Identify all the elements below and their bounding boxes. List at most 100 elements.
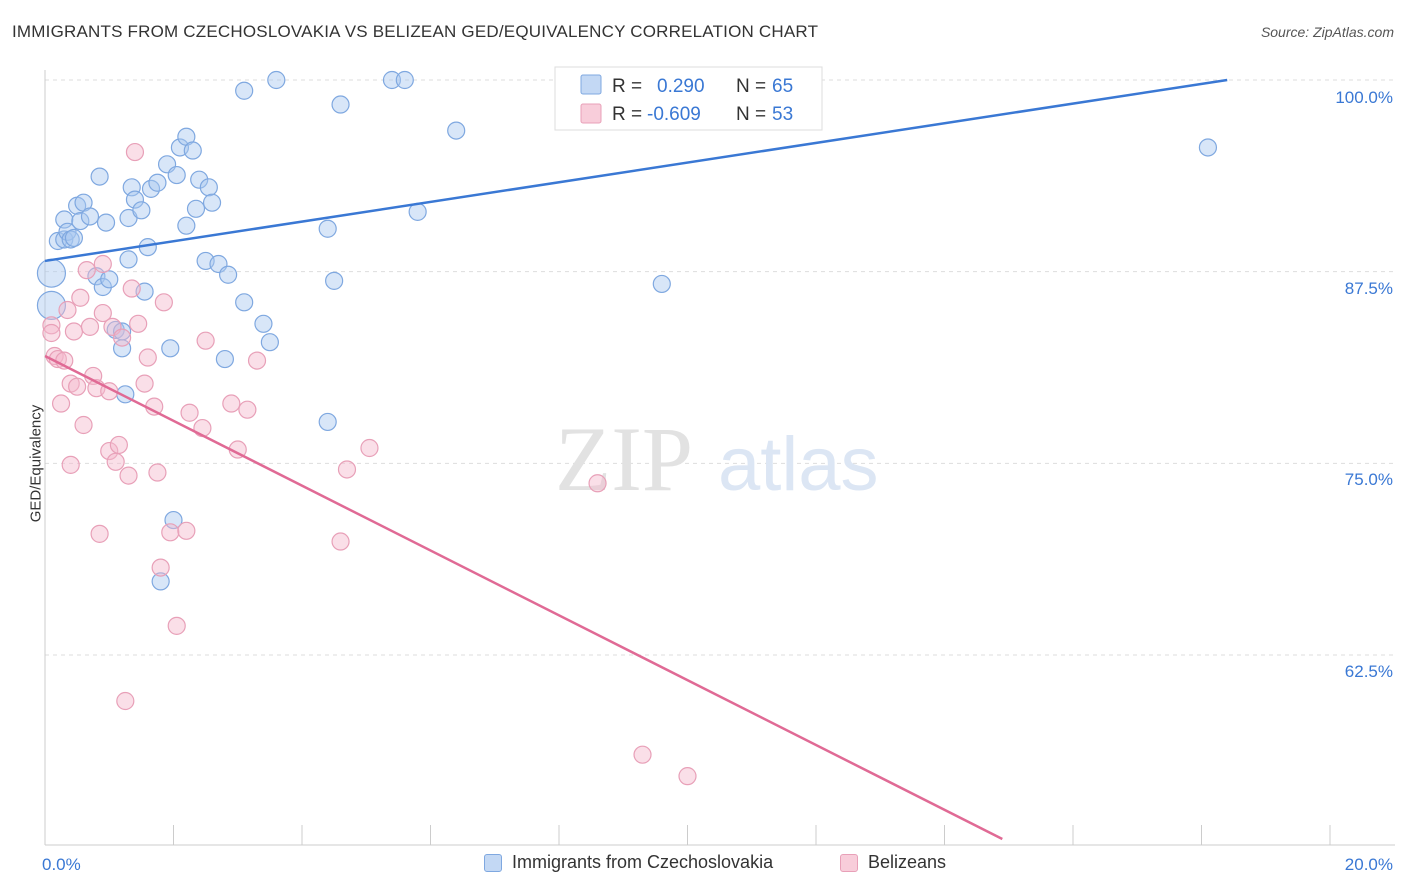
data-point-czechoslovakia bbox=[71, 211, 90, 231]
data-point-belizeans bbox=[154, 293, 173, 312]
data-point-belizeans bbox=[106, 452, 125, 471]
series-belizeans-points bbox=[42, 142, 697, 786]
data-point-belizeans bbox=[61, 455, 80, 474]
data-point-belizeans bbox=[93, 254, 112, 274]
watermark-zip: ZIP bbox=[555, 408, 693, 510]
data-point-belizeans bbox=[193, 418, 212, 438]
trend-line-czechoslovakia bbox=[44, 78, 1228, 263]
data-point-belizeans bbox=[125, 142, 145, 162]
data-point-czechoslovakia bbox=[199, 178, 218, 197]
data-point-belizeans bbox=[145, 397, 164, 416]
data-point-belizeans bbox=[151, 558, 170, 577]
data-point-belizeans bbox=[177, 521, 196, 540]
data-point-belizeans bbox=[222, 394, 241, 413]
data-point-czechoslovakia bbox=[90, 167, 109, 186]
data-point-belizeans bbox=[180, 403, 199, 422]
data-point-belizeans bbox=[331, 532, 350, 551]
watermark-atlas: atlas bbox=[718, 422, 879, 507]
data-point-czechoslovakia bbox=[395, 70, 414, 90]
stats-swatch-pink bbox=[580, 103, 602, 124]
data-point-czechoslovakia bbox=[382, 70, 402, 90]
data-point-belizeans bbox=[71, 288, 90, 307]
data-point-czechoslovakia bbox=[132, 201, 151, 220]
data-point-belizeans bbox=[93, 303, 112, 323]
data-point-czechoslovakia bbox=[254, 314, 273, 333]
data-point-czechoslovakia bbox=[215, 349, 234, 369]
data-point-czechoslovakia bbox=[447, 121, 466, 140]
data-point-belizeans bbox=[58, 300, 77, 320]
data-point-czechoslovakia bbox=[1198, 138, 1218, 157]
legend-swatch-pink bbox=[840, 853, 858, 872]
legend-swatch-blue bbox=[484, 853, 502, 872]
data-point-belizeans bbox=[42, 323, 61, 343]
stats-r-value: -0.609 bbox=[647, 104, 701, 125]
data-point-czechoslovakia bbox=[96, 213, 116, 232]
data-point-belizeans bbox=[90, 524, 109, 543]
legend-item-czechoslovakia[interactable]: Immigrants from Czechoslovakia bbox=[484, 852, 773, 873]
x-tick-label: 0.0% bbox=[42, 855, 81, 874]
data-point-czechoslovakia bbox=[331, 95, 350, 114]
data-point-belizeans bbox=[119, 466, 138, 485]
stats-r-label: R = bbox=[612, 76, 642, 97]
data-point-belizeans bbox=[77, 261, 96, 280]
data-point-czechoslovakia bbox=[36, 258, 67, 288]
legend-label: Belizeans bbox=[868, 852, 947, 872]
x-tick-label: 20.0% bbox=[1345, 855, 1393, 874]
data-point-czechoslovakia bbox=[325, 271, 344, 290]
data-point-czechoslovakia bbox=[318, 412, 337, 432]
series-czechoslovakia-points bbox=[36, 70, 1218, 591]
data-point-belizeans bbox=[167, 616, 186, 635]
data-point-czechoslovakia bbox=[119, 250, 138, 269]
data-point-belizeans bbox=[238, 400, 257, 419]
data-point-czechoslovakia bbox=[112, 322, 132, 341]
y-tick-label: 62.5% bbox=[1345, 662, 1393, 681]
data-point-belizeans bbox=[148, 463, 167, 482]
stats-r-value: 0.290 bbox=[657, 76, 705, 97]
stats-legend: R = 0.290 N = 65 R = -0.609 N = 53 bbox=[554, 66, 823, 131]
tick-labels: 62.5% 75.0% 87.5% 100.0% 0.0% 20.0% bbox=[42, 88, 1393, 874]
stats-n-label: N = bbox=[736, 76, 766, 97]
legend-item-belizeans[interactable]: Belizeans bbox=[840, 852, 946, 873]
data-point-czechoslovakia bbox=[235, 293, 254, 312]
chart-title: IMMIGRANTS FROM CZECHOSLOVAKIA VS BELIZE… bbox=[12, 22, 819, 41]
data-point-belizeans bbox=[161, 523, 180, 542]
data-point-belizeans bbox=[588, 474, 607, 493]
data-point-czechoslovakia bbox=[167, 165, 186, 185]
y-tick-label: 87.5% bbox=[1345, 279, 1393, 298]
stats-n-value: 65 bbox=[772, 76, 793, 97]
chart-source: Source: ZipAtlas.com bbox=[1260, 24, 1394, 40]
stats-n-value: 53 bbox=[772, 104, 793, 125]
y-tick-label: 75.0% bbox=[1345, 470, 1393, 489]
data-point-belizeans bbox=[74, 415, 93, 435]
data-point-belizeans bbox=[135, 374, 154, 393]
stats-r-label: R = bbox=[612, 104, 642, 125]
data-point-czechoslovakia bbox=[151, 572, 170, 591]
data-point-belizeans bbox=[360, 438, 379, 458]
data-point-belizeans bbox=[100, 441, 119, 461]
data-point-belizeans bbox=[116, 691, 135, 711]
data-point-czechoslovakia bbox=[267, 70, 286, 90]
data-point-belizeans bbox=[80, 317, 100, 336]
data-point-czechoslovakia bbox=[161, 339, 180, 358]
data-point-belizeans bbox=[51, 394, 71, 413]
data-point-czechoslovakia bbox=[80, 207, 100, 226]
gridlines bbox=[45, 79, 1395, 656]
data-point-belizeans bbox=[64, 322, 84, 341]
data-point-belizeans bbox=[633, 745, 652, 764]
legend-label: Immigrants from Czechoslovakia bbox=[512, 852, 774, 872]
data-point-belizeans bbox=[109, 435, 128, 455]
data-point-czechoslovakia bbox=[652, 274, 671, 294]
trend-line-belizeans bbox=[44, 354, 1003, 841]
data-point-czechoslovakia bbox=[235, 81, 254, 100]
data-point-belizeans bbox=[112, 328, 132, 347]
data-point-czechoslovakia bbox=[177, 216, 196, 235]
stats-swatch-blue bbox=[580, 74, 602, 95]
data-point-belizeans bbox=[138, 348, 157, 367]
data-point-belizeans bbox=[196, 331, 215, 350]
data-point-czechoslovakia bbox=[100, 270, 119, 289]
data-point-czechoslovakia bbox=[202, 193, 222, 212]
data-point-belizeans bbox=[247, 351, 267, 370]
data-point-czechoslovakia bbox=[186, 199, 206, 218]
data-point-belizeans bbox=[678, 767, 697, 786]
